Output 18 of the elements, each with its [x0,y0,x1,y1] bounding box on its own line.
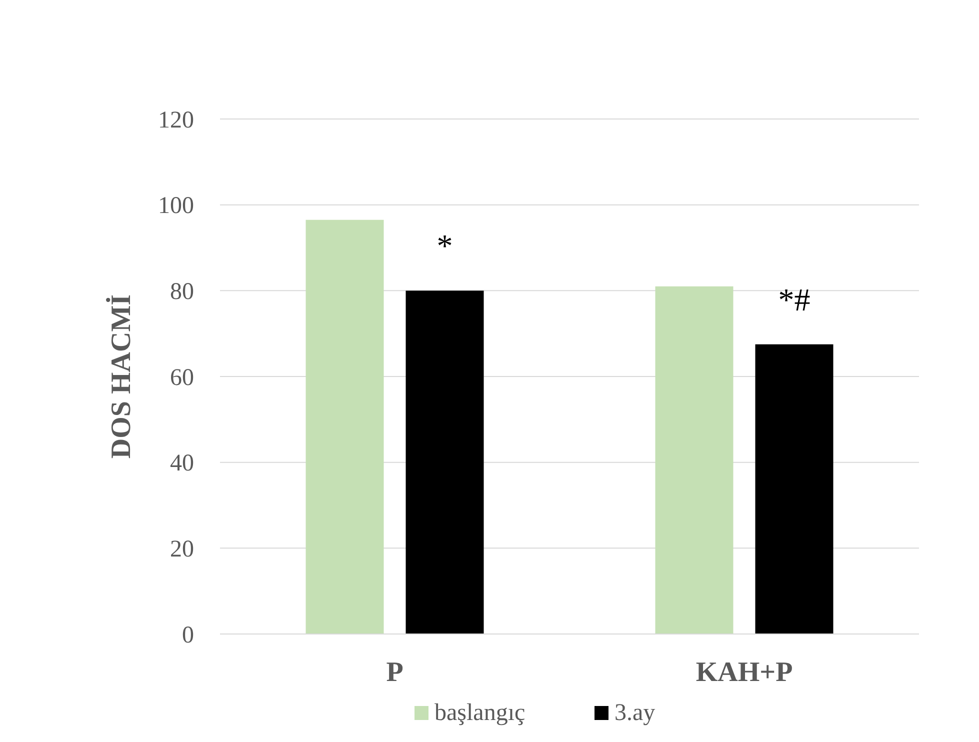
bar [406,290,484,634]
annotation: * [436,228,453,264]
bar [755,344,834,634]
bar [306,220,384,634]
x-tick-label: KAH+P [696,657,793,688]
y-axis-title: DOS HACMİ [106,294,137,459]
legend-label: 3.ay [614,700,656,726]
legend-label: başlangıç [434,700,526,726]
bar [655,286,734,634]
y-tick-label: 100 [158,193,194,220]
y-tick-label: 80 [170,279,194,306]
y-tick-label: 20 [170,536,194,563]
y-tick-label: 60 [170,364,194,391]
y-tick-label: 0 [182,622,194,648]
annotation: *# [778,281,810,318]
x-tick-label: P [386,657,404,688]
y-tick-label: 120 [158,107,194,134]
y-tick-label: 40 [170,450,194,477]
